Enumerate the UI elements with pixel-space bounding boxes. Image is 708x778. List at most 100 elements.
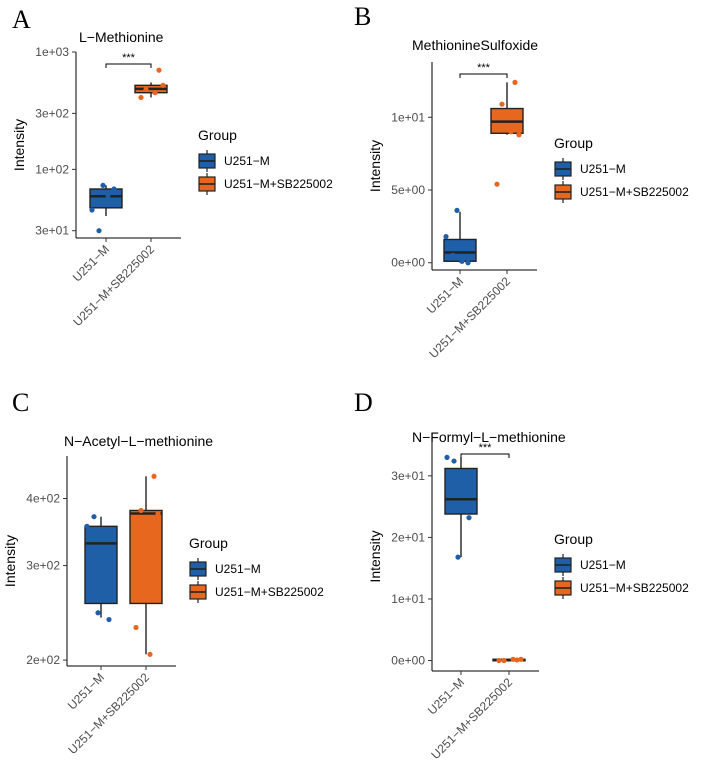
panel-letter: C: [12, 388, 29, 417]
data-point: [91, 514, 97, 520]
y-axis-title: Intensity: [367, 530, 383, 582]
legend-label: U251−M: [215, 562, 261, 576]
data-point: [95, 610, 101, 616]
data-point: [451, 458, 457, 464]
data-point: [455, 554, 461, 560]
significance-bracket: [459, 73, 508, 78]
x-tick-label: U251−M: [65, 670, 107, 712]
x-tick-label: U251−M+SB225002: [426, 274, 513, 361]
chart-title: MethionineSulfoxide: [412, 37, 538, 53]
data-point: [514, 657, 520, 663]
data-point: [133, 624, 139, 631]
data-point: [152, 90, 158, 96]
data-point: [89, 207, 95, 213]
data-point: [106, 616, 112, 623]
y-tick-label: 1e+01: [391, 592, 425, 606]
panel-letter: D: [354, 388, 373, 417]
data-point: [512, 79, 518, 85]
chart-title: L−Methionine: [79, 29, 164, 45]
data-point: [143, 86, 149, 93]
y-tick-label: 3e+02: [26, 559, 60, 573]
y-tick-label: 0e+00: [391, 256, 425, 270]
significance-label: ***: [479, 442, 493, 454]
y-tick-label: 0e+00: [391, 654, 425, 668]
y-tick-label: 3e+01: [35, 224, 69, 238]
panel-D: D N−Formyl−L−methionine 0e+00 1e+01 2e+01 3e+…: [354, 388, 689, 762]
significance-label: ***: [122, 52, 136, 64]
data-point: [156, 67, 162, 73]
chart-title: N−Formyl−L−methionine: [412, 429, 566, 445]
data-point: [160, 82, 166, 88]
legend-title: Group: [554, 135, 593, 151]
data-point: [501, 657, 507, 664]
data-point: [494, 181, 500, 187]
y-axis-title: Intensity: [11, 119, 27, 171]
y-tick-label: 3e+02: [35, 106, 69, 120]
data-point: [105, 192, 111, 198]
legend-label: U251−M: [580, 558, 626, 572]
data-point: [138, 94, 144, 101]
legend-title: Group: [189, 535, 228, 551]
legend-title: Group: [554, 531, 593, 547]
box-U251-M+SB225002: [129, 509, 163, 605]
legend-label: U251−M+SB225002: [580, 185, 689, 199]
data-point: [450, 252, 456, 259]
data-point: [444, 454, 450, 460]
data-point: [499, 101, 505, 107]
data-point: [84, 523, 90, 529]
legend-title: Group: [198, 127, 237, 143]
data-point: [496, 657, 502, 664]
data-point: [138, 507, 144, 514]
x-tick-label: U251−M: [424, 274, 466, 316]
x-tick-label: U251−M+SB225002: [428, 675, 515, 762]
significance-bracket: [460, 453, 510, 458]
y-tick-label: 5e+00: [391, 183, 425, 197]
data-point: [466, 515, 472, 521]
data-point: [151, 473, 157, 479]
data-point: [518, 656, 524, 662]
data-point: [111, 186, 117, 192]
x-tick-label: U251−M+SB225002: [65, 670, 152, 757]
significance-bracket: [105, 63, 152, 68]
data-point: [460, 504, 466, 510]
y-tick-label: 1e+02: [35, 162, 69, 176]
data-point: [443, 233, 449, 240]
data-point: [100, 182, 106, 188]
data-point: [96, 228, 102, 234]
data-point: [465, 260, 471, 266]
x-tick-label: U251−M: [425, 675, 467, 717]
data-point: [454, 207, 460, 213]
data-point: [459, 258, 465, 264]
panel-letter: B: [354, 2, 371, 31]
x-tick-label: U251−M: [70, 242, 112, 284]
legend-label: U251−M+SB225002: [580, 581, 689, 595]
legend-label: U251−M+SB225002: [224, 177, 333, 191]
y-tick-label: 4e+02: [26, 492, 60, 506]
box-U251-M: [89, 188, 123, 209]
chart-title: N−Acetyl−L−methionine: [64, 433, 213, 449]
y-tick-label: 2e+02: [26, 653, 60, 667]
y-axis-title: Intensity: [2, 535, 18, 587]
x-tick-label: U251−M+SB225002: [70, 242, 157, 329]
y-tick-label: 1e+03: [35, 45, 69, 59]
data-point: [155, 510, 161, 517]
panel-B: B MethionineSulfoxide 0e+00 5e+00 1e+01 Inten…: [354, 2, 689, 361]
legend-label: U251−M: [580, 162, 626, 176]
data-point: [510, 656, 516, 662]
y-tick-label: 3e+01: [391, 469, 425, 483]
y-axis-title: Intensity: [367, 140, 383, 192]
legend-label: U251−M+SB225002: [215, 585, 324, 599]
y-tick-label: 1e+01: [391, 110, 425, 124]
data-point: [516, 132, 522, 138]
data-point: [147, 651, 153, 657]
y-tick-label: 2e+01: [391, 530, 425, 544]
box-U251-M: [84, 525, 118, 605]
legend-label: U251−M: [224, 154, 270, 168]
data-point: [508, 129, 514, 135]
panel-C: C N−Acetyl−L−methionine 2e+02 3e+02 4e+02 Int…: [2, 388, 324, 757]
data-point: [100, 596, 106, 602]
box-U251-M: [443, 238, 477, 262]
panel-letter: A: [12, 5, 31, 34]
significance-label: ***: [477, 62, 491, 74]
